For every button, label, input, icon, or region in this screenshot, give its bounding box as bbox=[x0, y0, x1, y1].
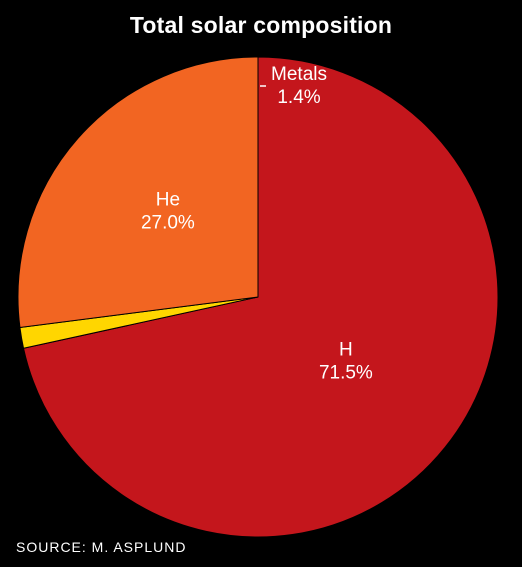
slice-label-h: H bbox=[339, 340, 353, 361]
pie-slices bbox=[17, 56, 499, 538]
source-note: SOURCE: M. ASPLUND bbox=[16, 539, 187, 555]
slice-label-he: He bbox=[156, 190, 180, 211]
pie-slice-h bbox=[22, 56, 499, 538]
chart-title: Total solar composition bbox=[129, 12, 393, 38]
slice-value-h: 71.5% bbox=[319, 363, 373, 384]
slice-label-metals: Metals bbox=[271, 64, 327, 85]
pie-slice-he bbox=[17, 56, 259, 329]
slice-value-metals: 1.4% bbox=[277, 87, 320, 108]
slice-value-he: 27.0% bbox=[141, 213, 195, 234]
